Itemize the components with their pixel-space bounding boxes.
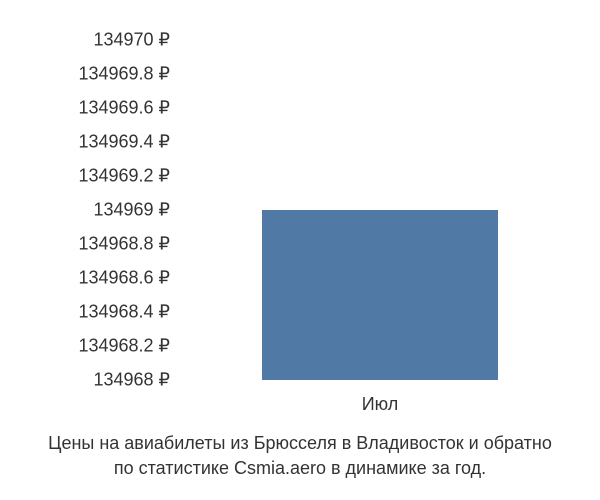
- y-axis-tick: 134968.4 ₽: [10, 302, 170, 323]
- y-axis-tick: 134968.6 ₽: [10, 268, 170, 289]
- y-axis-tick: 134969 ₽: [10, 200, 170, 221]
- y-axis-tick: 134970 ₽: [10, 30, 170, 51]
- chart-caption: Цены на авиабилеты из Брюсселя в Владиво…: [0, 431, 600, 480]
- y-axis-tick: 134968.2 ₽: [10, 336, 170, 357]
- y-axis-tick: 134969.2 ₽: [10, 166, 170, 187]
- y-axis-tick: 134968 ₽: [10, 370, 170, 391]
- x-axis-tick: Июл: [362, 394, 399, 415]
- caption-line-1: Цены на авиабилеты из Брюсселя в Владиво…: [48, 433, 552, 453]
- y-axis-tick: 134969.4 ₽: [10, 132, 170, 153]
- caption-line-2: по статистике Csmia.aero в динамике за г…: [114, 458, 486, 478]
- price-bar: [262, 210, 499, 380]
- y-axis-tick: 134969.8 ₽: [10, 64, 170, 85]
- y-axis-tick: 134969.6 ₽: [10, 98, 170, 119]
- price-chart: 134970 ₽ 134969.8 ₽ 134969.6 ₽ 134969.4 ₽ 13…: [0, 20, 600, 400]
- y-axis-tick: 134968.8 ₽: [10, 234, 170, 255]
